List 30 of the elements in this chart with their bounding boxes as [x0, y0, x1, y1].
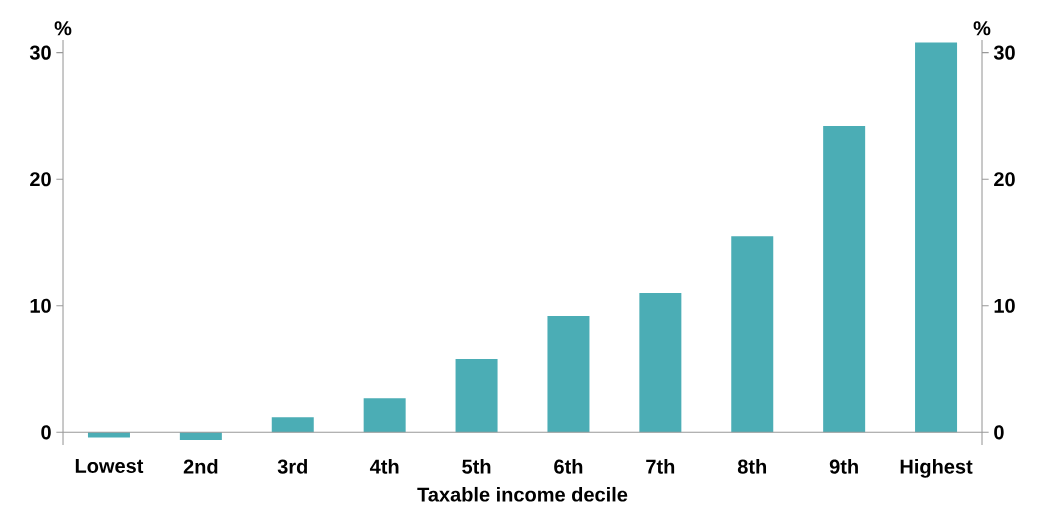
x-tick-label: 3rd	[277, 459, 307, 474]
y-tick-label: 20	[30, 172, 51, 187]
y-tick-label: 30	[29, 45, 51, 60]
x-tick-label: 9th	[829, 459, 858, 474]
y-tick-label: 0	[41, 425, 51, 440]
x-tick-label: 6th	[554, 459, 583, 474]
y-axis-title: %	[54, 21, 72, 36]
bar	[547, 315, 590, 433]
x-tick-label: 4th	[369, 459, 399, 474]
y2-tick-label: 20	[994, 172, 1015, 187]
y2-tick-label: 30	[993, 45, 1015, 60]
bar	[179, 432, 222, 440]
x-tick-label: 7th	[646, 459, 675, 474]
x-tick-label: Lowest	[75, 459, 144, 473]
y2-tick-label: 0	[994, 425, 1004, 440]
y2-tick-label: 10	[994, 298, 1015, 313]
x-tick-label: 8th	[737, 459, 767, 474]
bar	[915, 42, 958, 433]
bar	[271, 417, 314, 433]
x-tick-label: 5th	[462, 459, 491, 474]
x-axis-title: Taxable income decile	[417, 486, 628, 502]
y2-axis-title: %	[973, 21, 991, 36]
x-tick-label: 2nd	[183, 459, 218, 474]
y-tick-label: 10	[30, 298, 51, 313]
bar	[823, 126, 866, 433]
bar	[455, 358, 498, 433]
x-tick-label: Highest	[900, 459, 973, 478]
bar	[731, 236, 774, 433]
bar	[363, 398, 406, 433]
bar	[639, 293, 682, 433]
